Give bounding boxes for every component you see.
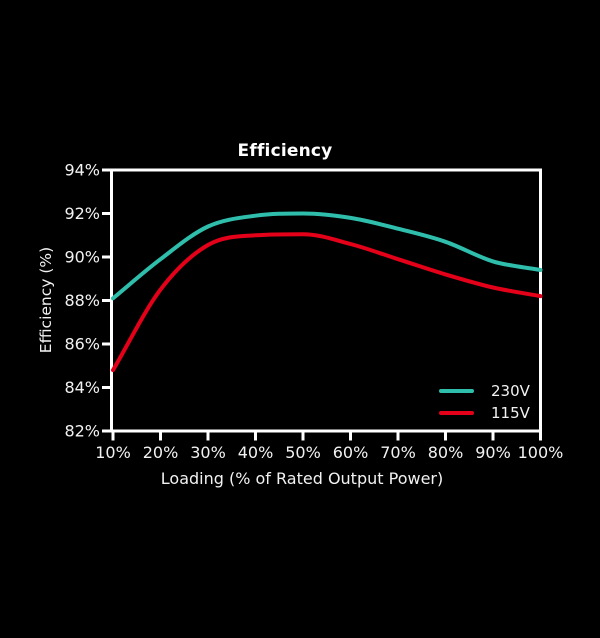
legend-swatch-115v: [439, 411, 474, 415]
y-axis-title: Efficiency (%): [37, 246, 55, 354]
x-tick-label: 40%: [238, 443, 274, 462]
x-tick-label: 100%: [518, 443, 564, 462]
x-tick-label: 30%: [190, 443, 226, 462]
y-tick-label: 82%: [64, 422, 100, 441]
y-tick-label: 90%: [64, 248, 100, 267]
x-tick-label: 60%: [333, 443, 369, 462]
legend: 230V 115V: [439, 380, 530, 424]
y-tick-label: 94%: [64, 161, 100, 180]
y-tick-label: 84%: [64, 378, 100, 397]
x-tick-label: 70%: [380, 443, 416, 462]
series-line-230v: [111, 211, 543, 301]
legend-item-115v: 115V: [439, 402, 530, 424]
x-tick-label: 20%: [143, 443, 179, 462]
y-tick-label: 86%: [64, 335, 100, 354]
x-tick-label: 80%: [428, 443, 464, 462]
x-tick-label: 50%: [285, 443, 321, 462]
legend-item-230v: 230V: [439, 380, 530, 402]
x-tick-label: 90%: [475, 443, 511, 462]
y-tick-label: 88%: [64, 291, 100, 310]
chart-title: Efficiency: [237, 141, 333, 161]
x-tick-label: 10%: [95, 443, 131, 462]
x-axis-title: Loading (% of Rated Output Power): [160, 469, 444, 488]
y-tick-label: 92%: [64, 204, 100, 223]
series-line-115v: [111, 232, 543, 373]
legend-label-230v: 230V: [491, 382, 530, 400]
legend-label-115v: 115V: [491, 404, 530, 422]
legend-swatch-230v: [439, 389, 474, 393]
